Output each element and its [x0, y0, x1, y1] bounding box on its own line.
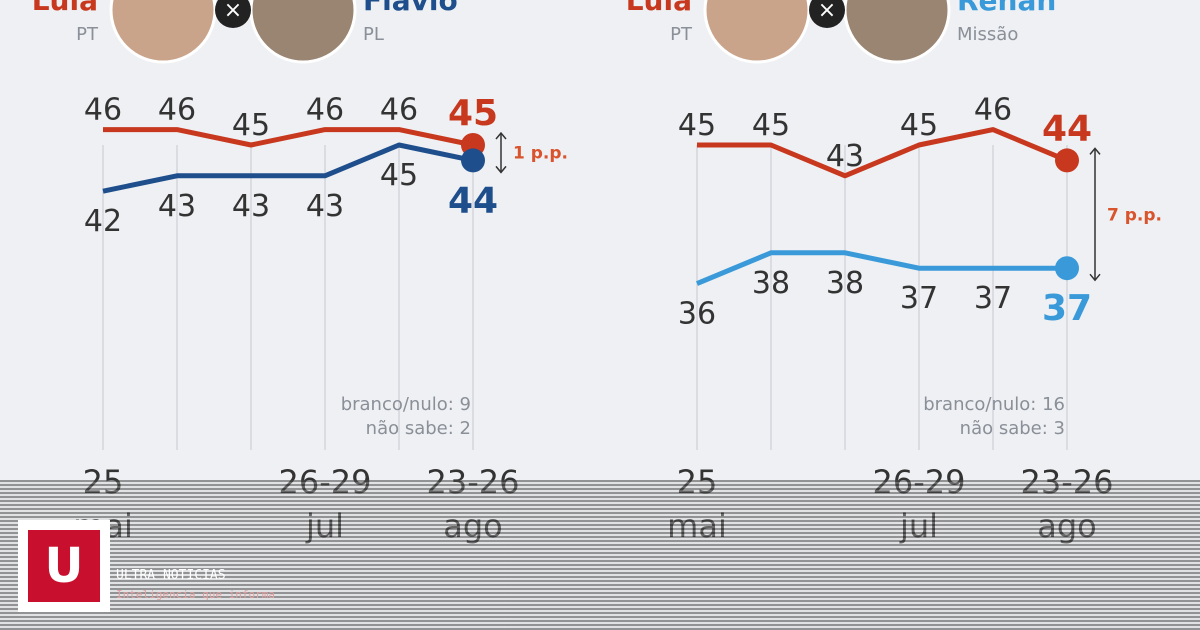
value-label: 44 — [1042, 108, 1092, 149]
candidate-photo — [703, 0, 811, 64]
value-label: 46 — [380, 93, 418, 128]
value-label: 36 — [678, 297, 716, 332]
gap-arrow-head — [1089, 147, 1101, 282]
value-label: 46 — [84, 93, 122, 128]
value-label: 46 — [158, 93, 196, 128]
candidate-photo — [843, 0, 951, 64]
candidate-name: Flávio — [363, 0, 458, 17]
candidate-party: PL — [363, 24, 384, 45]
value-label: 45 — [900, 108, 938, 143]
value-label: 43 — [306, 189, 344, 224]
value-label: 43 — [158, 189, 196, 224]
value-label: 45 — [678, 108, 716, 143]
value-label: 45 — [752, 108, 790, 143]
note: não sabe: 2 — [366, 418, 471, 439]
value-label: 45 — [232, 108, 270, 143]
end-point — [1055, 256, 1079, 281]
series-line — [103, 127, 474, 148]
value-label: 46 — [974, 93, 1012, 128]
value-label: 37 — [900, 281, 938, 316]
candidate-photo — [249, 0, 357, 64]
gap-label: 7 p.p. — [1107, 205, 1162, 225]
end-point — [1055, 148, 1079, 173]
logo-mark: U — [28, 530, 100, 602]
note: branco/nulo: 16 — [923, 394, 1065, 415]
brand-name: ULTRA NOTICIAS — [116, 568, 226, 583]
value-label: 44 — [448, 180, 498, 221]
series-line — [102, 142, 474, 194]
value-label: 43 — [826, 139, 864, 174]
candidate-photo — [109, 0, 217, 64]
end-point — [461, 148, 485, 173]
overlay-band — [0, 480, 1200, 630]
value-label: 46 — [306, 93, 344, 128]
value-label: 43 — [232, 189, 270, 224]
candidate-name: Lula — [626, 0, 692, 17]
value-label: 42 — [84, 204, 122, 239]
brand-tagline: Inteligencia que informa — [116, 588, 275, 601]
value-label: 45 — [448, 93, 498, 134]
logo: U — [18, 520, 110, 612]
gap-label: 1 p.p. — [513, 144, 568, 164]
value-label: 37 — [974, 281, 1012, 316]
versus-icon — [215, 0, 251, 28]
value-label: 37 — [1042, 288, 1092, 329]
versus-x: × — [224, 0, 242, 23]
value-label: 38 — [752, 266, 790, 301]
candidate-party: PT — [670, 24, 693, 45]
candidate-party: Missão — [957, 24, 1018, 45]
gap-arrow-head — [495, 131, 507, 174]
candidate-name: Lula — [32, 0, 98, 17]
note: branco/nulo: 9 — [341, 394, 471, 415]
series-line — [696, 250, 1067, 286]
value-label: 45 — [380, 158, 418, 193]
versus-icon — [809, 0, 845, 28]
versus-x: × — [818, 0, 836, 23]
series-line — [697, 127, 1068, 179]
candidate-name: Renan — [957, 0, 1056, 17]
value-label: 38 — [826, 266, 864, 301]
note: não sabe: 3 — [960, 418, 1065, 439]
candidate-party: PT — [76, 24, 99, 45]
